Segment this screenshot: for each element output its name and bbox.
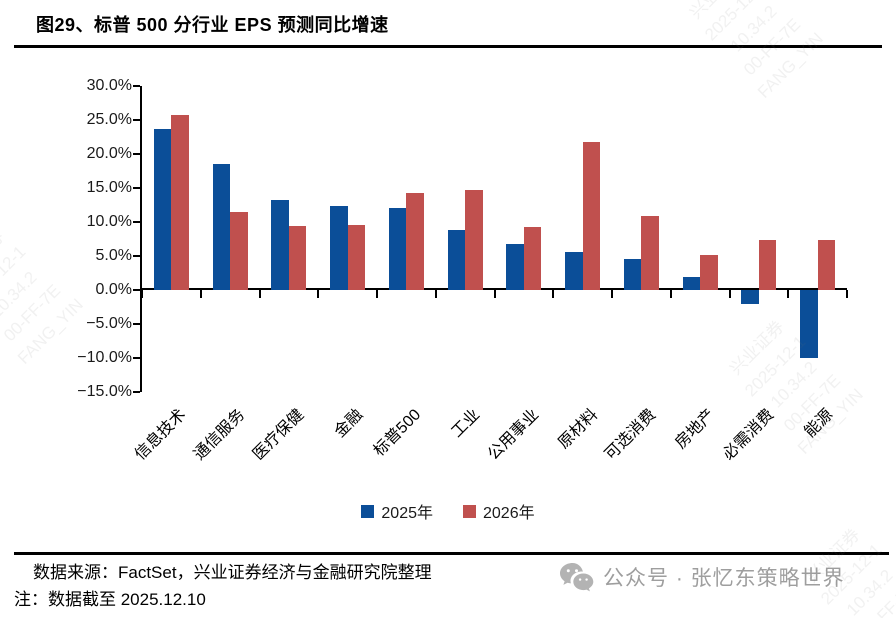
bar-2026年-通信服务 bbox=[230, 211, 248, 290]
x-axis-tick bbox=[611, 290, 613, 298]
chart-legend: 2025年 2026年 bbox=[0, 499, 896, 523]
x-axis-line bbox=[140, 288, 847, 290]
y-axis-line bbox=[140, 86, 142, 392]
y-axis-tick bbox=[133, 221, 140, 223]
legend-swatch bbox=[463, 504, 476, 518]
x-axis-tick bbox=[493, 290, 496, 298]
bar-2025年-标普500 bbox=[388, 208, 407, 290]
y-axis-tick bbox=[133, 391, 140, 393]
data-note-text: 注：数据截至 2025.12.10 bbox=[14, 590, 206, 609]
bar-2026年-金融 bbox=[347, 224, 366, 290]
legend-item-2025年: 2025年 bbox=[361, 499, 433, 523]
bar-2026年-医疗保健 bbox=[288, 226, 307, 290]
x-axis-tick bbox=[199, 290, 202, 298]
wechat-watermark: 公众号 · 张忆东策略世界 bbox=[560, 562, 845, 592]
y-axis-label: 20.0% bbox=[86, 145, 132, 162]
bar-2026年-必需消费 bbox=[758, 240, 777, 290]
bar-2026年-工业 bbox=[465, 190, 483, 290]
chart-title: 图29、标普 500 分行业 EPS 预测同比增速 bbox=[36, 15, 389, 35]
y-axis-label: 5.0% bbox=[95, 247, 132, 264]
bar-2025年-房地产 bbox=[682, 277, 701, 290]
bar-2025年-可选消费 bbox=[623, 258, 642, 290]
y-axis-tick bbox=[133, 85, 140, 87]
x-axis-tick bbox=[317, 290, 320, 298]
y-axis-label: 30.0% bbox=[86, 77, 132, 94]
bar-2026年-标普500 bbox=[406, 193, 424, 290]
legend-label: 2026年 bbox=[483, 505, 535, 522]
y-axis-label: 0.0% bbox=[95, 281, 132, 298]
x-axis-tick bbox=[376, 290, 378, 298]
y-axis-label: −5.0% bbox=[86, 315, 132, 332]
y-axis-label: 10.0% bbox=[86, 213, 132, 230]
bar-2025年-工业 bbox=[447, 230, 466, 290]
x-axis-tick bbox=[258, 290, 261, 298]
bar-2026年-能源 bbox=[817, 240, 836, 290]
x-axis-tick bbox=[669, 290, 672, 298]
y-axis-tick bbox=[133, 153, 140, 155]
bar-2026年-可选消费 bbox=[641, 215, 659, 290]
wechat-watermark-label: 公众号 · 张忆东策略世界 bbox=[603, 567, 845, 590]
bar-2025年-必需消费 bbox=[741, 290, 759, 305]
x-axis-tick bbox=[434, 290, 437, 298]
y-axis-label: 25.0% bbox=[86, 111, 132, 128]
bar-2025年-金融 bbox=[330, 205, 348, 290]
bar-2025年-信息技术 bbox=[153, 128, 172, 290]
y-axis-tick bbox=[133, 323, 140, 325]
wechat-icon bbox=[560, 562, 594, 592]
bar-2025年-原材料 bbox=[565, 251, 583, 290]
bar-2026年-公用事业 bbox=[523, 226, 542, 290]
x-axis-tick bbox=[552, 290, 555, 298]
data-source-text: 数据来源：FactSet，兴业证券经济与金融研究院整理 bbox=[33, 563, 432, 582]
y-axis-tick bbox=[133, 357, 140, 359]
y-axis-tick bbox=[133, 119, 140, 121]
legend-swatch bbox=[361, 504, 375, 518]
y-axis-tick bbox=[133, 187, 140, 189]
title-divider bbox=[14, 45, 882, 48]
bar-2026年-房地产 bbox=[700, 255, 718, 290]
x-axis-tick bbox=[141, 290, 143, 298]
bar-2025年-公用事业 bbox=[506, 244, 524, 290]
bar-2025年-医疗保健 bbox=[271, 200, 289, 290]
y-axis-label: −10.0% bbox=[77, 349, 132, 366]
x-axis-tick bbox=[728, 290, 731, 298]
bar-2026年-信息技术 bbox=[171, 114, 189, 290]
footer-divider bbox=[14, 552, 889, 555]
legend-label: 2025年 bbox=[381, 505, 433, 522]
y-axis-tick bbox=[133, 289, 140, 291]
bar-2025年-能源 bbox=[800, 290, 818, 358]
legend-item-2026年: 2026年 bbox=[463, 499, 535, 523]
y-axis-label: −15.0% bbox=[77, 383, 132, 400]
y-axis-tick bbox=[133, 255, 140, 257]
y-axis-label: 15.0% bbox=[86, 179, 132, 196]
x-axis-tick bbox=[787, 290, 790, 298]
bar-2026年-原材料 bbox=[582, 141, 601, 290]
bar-2025年-通信服务 bbox=[212, 163, 231, 290]
x-axis-tick bbox=[846, 290, 848, 298]
